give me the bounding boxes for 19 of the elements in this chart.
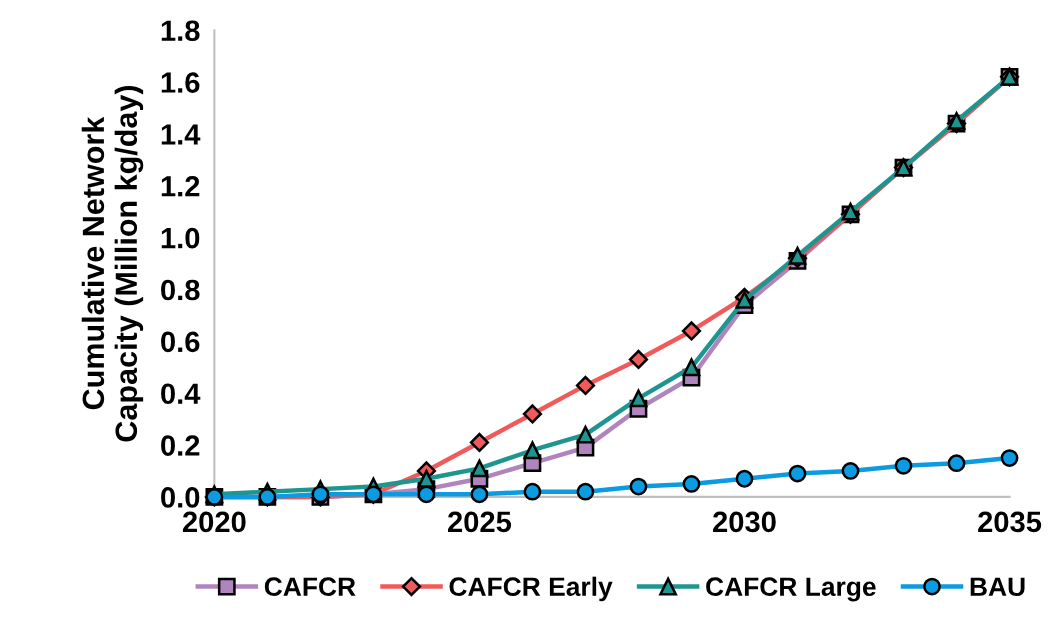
y-tick-label: 1.4	[161, 124, 201, 145]
y-tick-label: 0.8	[161, 279, 200, 301]
x-tick-label: 2020	[182, 511, 246, 533]
y-tick-label: 1.8	[161, 20, 200, 42]
legend-label: BAU	[970, 577, 1025, 597]
y-tick-label: 1.0	[161, 227, 200, 249]
y-tick-label: 1.2	[161, 175, 200, 197]
y-tick-label: 1.6	[161, 72, 200, 93]
y-tick-label: 0.2	[161, 435, 200, 456]
y-tick-label: 0.4	[161, 383, 201, 405]
legend-label: CAFCR Early	[449, 576, 613, 602]
y-tick-label: 0.6	[161, 331, 200, 353]
legend-label: CAFCR	[264, 577, 356, 597]
x-tick-label: 2035	[978, 511, 1042, 533]
y-tick-label: 0.0	[161, 487, 200, 508]
y-axis-title: Cumulative Network Capacity (Million kg/day)	[81, 85, 144, 442]
legend-label: CAFCR Large	[706, 577, 876, 602]
x-tick-label: 2030	[713, 511, 776, 533]
x-tick-label: 2025	[448, 511, 512, 533]
